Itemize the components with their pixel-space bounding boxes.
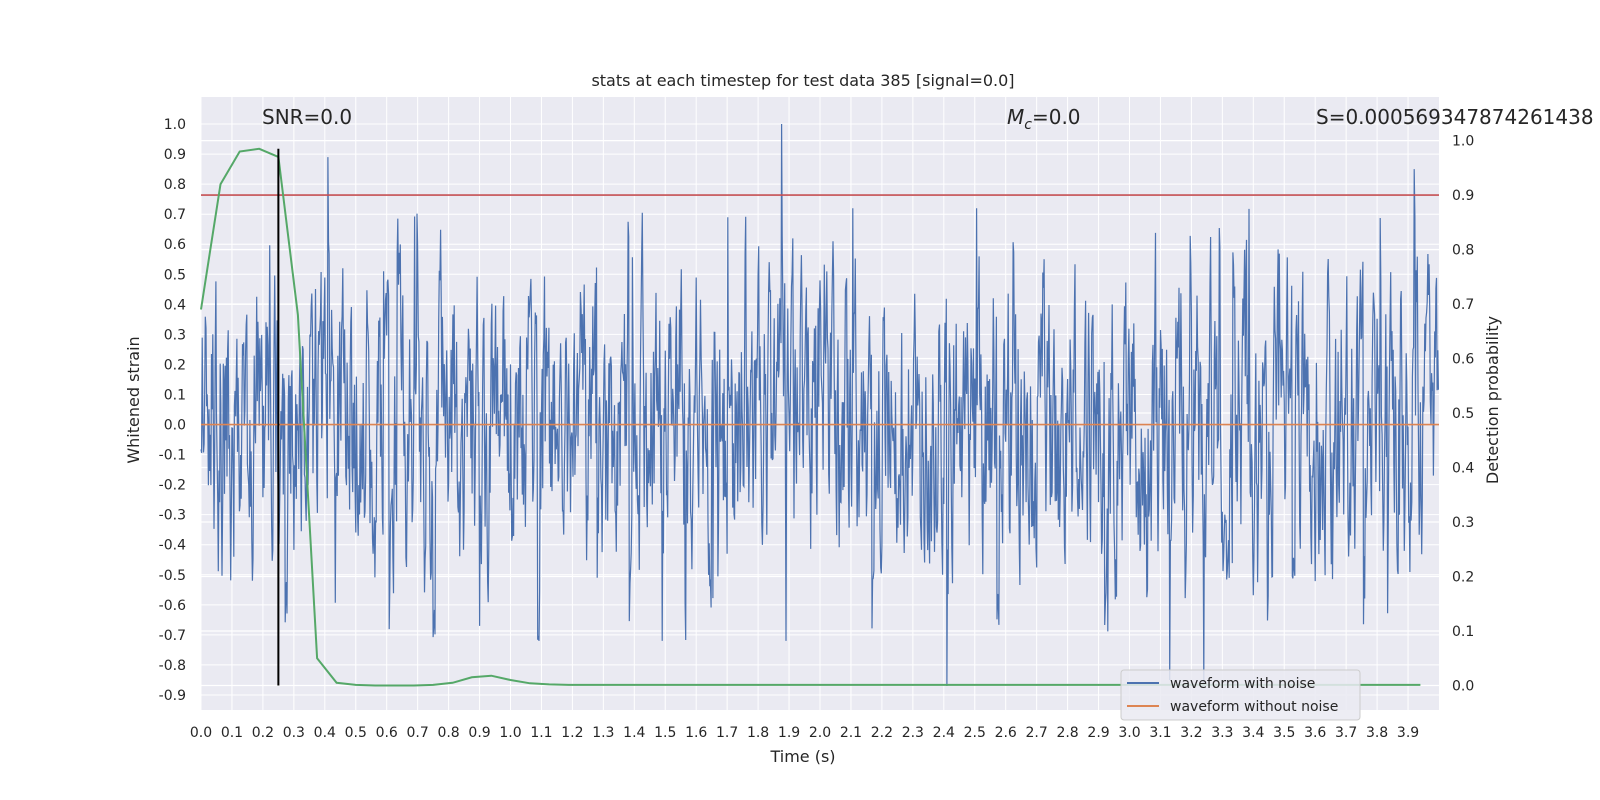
- x-tick-label: 0.8: [437, 725, 459, 741]
- x-tick-label: 3.0: [1118, 725, 1140, 741]
- x-tick-label: 2.7: [1026, 725, 1048, 741]
- x-tick-label: 3.2: [1180, 725, 1202, 741]
- y2-tick-label: 0.9: [1452, 188, 1474, 204]
- y-tick-label: 0.4: [164, 297, 186, 313]
- y-tick-label: -0.9: [159, 688, 186, 704]
- y2-tick-label: 0.0: [1452, 678, 1474, 694]
- legend: waveform with noise waveform without noi…: [1120, 669, 1361, 721]
- x-tick-label: 1.1: [530, 725, 552, 741]
- x-tick-label: 3.4: [1242, 725, 1264, 741]
- legend-label-noise: waveform with noise: [1170, 676, 1315, 692]
- x-tick-label: 1.0: [499, 725, 521, 741]
- y-tick-label: 0.5: [164, 267, 186, 283]
- y2-tick-label: 0.1: [1452, 624, 1474, 640]
- x-tick-label: 2.0: [809, 725, 831, 741]
- y2-tick-label: 0.5: [1452, 406, 1474, 422]
- y-tick-label: 0.9: [164, 147, 186, 163]
- waveform-with-noise-line: [200, 123, 1439, 687]
- y-tick-label: -0.2: [159, 478, 186, 494]
- x-tick-label: 3.7: [1335, 725, 1357, 741]
- x-tick-label: 2.5: [964, 725, 986, 741]
- x-tick-label: 0.2: [252, 725, 274, 741]
- x-tick-label: 2.4: [933, 725, 955, 741]
- x-tick-label: 0.4: [314, 725, 336, 741]
- chart-title: stats at each timestep for test data 385…: [591, 71, 1014, 90]
- x-tick-label: 0.3: [283, 725, 305, 741]
- y-tick-labels: 1.0 0.9 0.8 0.7 0.6 0.5 0.4 0.3 0.2 0.1 0.0 -0.1 -0.…: [159, 117, 186, 704]
- x-tick-label: 2.8: [1056, 725, 1078, 741]
- y2-tick-labels: 1.0 0.9 0.8 0.7 0.6 0.5 0.4 0.3 0.2 0.1 0.0: [1452, 134, 1474, 695]
- y-tick-label: 0.0: [164, 418, 186, 434]
- chirp-mass-subscript: c: [1024, 117, 1032, 133]
- y-tick-label: -0.6: [159, 598, 186, 614]
- y2-tick-label: 0.8: [1452, 243, 1474, 259]
- y-tick-label: 0.6: [164, 237, 186, 253]
- y2-tick-label: 0.6: [1452, 352, 1474, 368]
- x-tick-labels: 0.0 0.1 0.2 0.3 0.4 0.5 0.6 0.7 0.8 0.9 1.0 1.1 1.2 1…: [190, 725, 1419, 741]
- y-tick-label: -0.5: [159, 568, 186, 584]
- x-tick-label: 3.5: [1273, 725, 1295, 741]
- chirp-mass-annotation: Mc=0.0: [1007, 105, 1081, 133]
- x-tick-label: 1.4: [623, 725, 645, 741]
- x-tick-label: 3.9: [1397, 725, 1419, 741]
- x-tick-label: 0.9: [468, 725, 490, 741]
- y-tick-label: -0.7: [159, 628, 186, 644]
- x-tick-label: 2.6: [995, 725, 1017, 741]
- x-tick-label: 0.1: [221, 725, 243, 741]
- x-tick-label: 1.3: [592, 725, 614, 741]
- x-tick-label: 1.7: [716, 725, 738, 741]
- x-tick-label: 3.3: [1211, 725, 1233, 741]
- x-tick-label: 2.9: [1087, 725, 1109, 741]
- y-tick-label: 0.2: [164, 357, 186, 373]
- snr-annotation: SNR=0.0: [262, 105, 352, 129]
- y-tick-label: 0.8: [164, 177, 186, 193]
- y-tick-label: 1.0: [164, 117, 186, 133]
- y2-tick-label: 0.4: [1452, 461, 1474, 477]
- chirp-mass-value: =0.0: [1032, 105, 1081, 129]
- y-tick-label: -0.1: [159, 448, 186, 464]
- y-tick-label: -0.8: [159, 658, 186, 674]
- y2-tick-label: 1.0: [1452, 134, 1474, 150]
- y-tick-label: 0.3: [164, 327, 186, 343]
- y-tick-label: 0.1: [164, 387, 186, 403]
- x-tick-label: 0.7: [407, 725, 429, 741]
- y-axis-label: Whitened strain: [124, 336, 143, 463]
- x-tick-label: 0.5: [345, 725, 367, 741]
- chirp-mass-symbol: M: [1007, 105, 1024, 129]
- y-tick-label: -0.4: [159, 538, 186, 554]
- y2-axis-label: Detection probability: [1483, 316, 1502, 484]
- y-tick-label: -0.3: [159, 508, 186, 524]
- x-tick-label: 1.2: [561, 725, 583, 741]
- detection-probability-line: [200, 147, 1421, 687]
- y2-tick-label: 0.2: [1452, 570, 1474, 586]
- x-tick-label: 3.1: [1149, 725, 1171, 741]
- x-tick-label: 2.3: [902, 725, 924, 741]
- x-tick-label: 0.0: [190, 725, 212, 741]
- y-tick-label: 0.7: [164, 207, 186, 223]
- x-axis-label: Time (s): [769, 747, 835, 766]
- legend-box: [1120, 669, 1361, 721]
- series-waveform-with-noise: [200, 123, 1439, 687]
- s-annotation: S=0.000569347874261438: [1316, 105, 1594, 129]
- x-tick-label: 2.2: [871, 725, 893, 741]
- y2-tick-label: 0.3: [1452, 515, 1474, 531]
- grid-lines: [200, 97, 1439, 710]
- legend-label-clean: waveform without noise: [1170, 699, 1338, 715]
- x-tick-label: 1.6: [685, 725, 707, 741]
- x-tick-label: 1.9: [778, 725, 800, 741]
- x-tick-label: 0.6: [376, 725, 398, 741]
- x-tick-label: 3.8: [1366, 725, 1388, 741]
- y2-tick-label: 0.7: [1452, 297, 1474, 313]
- x-tick-label: 2.1: [840, 725, 862, 741]
- x-tick-label: 1.8: [747, 725, 769, 741]
- x-tick-label: 3.6: [1304, 725, 1326, 741]
- x-tick-label: 1.5: [654, 725, 676, 741]
